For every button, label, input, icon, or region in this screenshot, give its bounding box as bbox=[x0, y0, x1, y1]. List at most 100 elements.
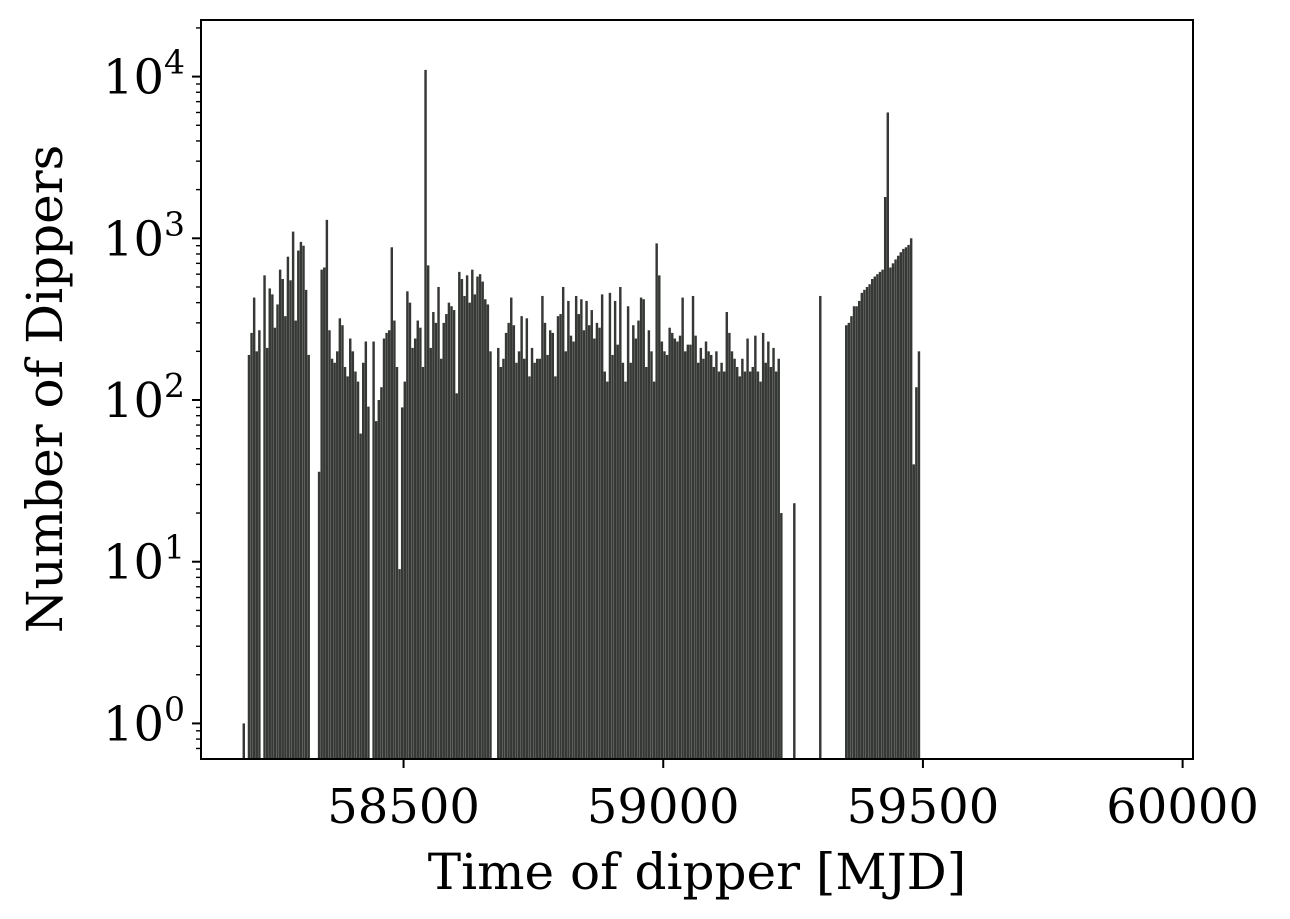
histogram-bar bbox=[289, 280, 292, 759]
histogram-bar bbox=[559, 314, 562, 759]
histogram-bar bbox=[845, 325, 848, 759]
histogram-bar bbox=[541, 295, 544, 759]
histogram-bar bbox=[346, 376, 349, 759]
histogram-bar bbox=[689, 344, 692, 759]
histogram-bar bbox=[556, 316, 560, 759]
histogram-bar bbox=[499, 367, 503, 759]
histogram-bar bbox=[336, 351, 339, 759]
histogram-bar bbox=[647, 330, 651, 759]
histogram-bar bbox=[478, 274, 482, 759]
x-tick-label: 58500 bbox=[327, 779, 480, 835]
histogram-bar bbox=[320, 269, 323, 759]
histogram-bar bbox=[463, 295, 466, 759]
histogram-bar bbox=[577, 314, 580, 759]
histogram-bar bbox=[697, 362, 700, 759]
histogram-bar bbox=[307, 354, 310, 759]
histogram-bar bbox=[899, 252, 903, 760]
plot-frame bbox=[200, 19, 1194, 760]
histogram-bar bbox=[328, 330, 331, 759]
histogram-bar bbox=[465, 275, 469, 759]
histogram-bar bbox=[419, 327, 422, 759]
histogram-bar bbox=[486, 304, 490, 759]
histogram-bar bbox=[273, 327, 277, 759]
histogram-bar bbox=[582, 330, 586, 759]
histogram-bar bbox=[915, 387, 918, 759]
histogram-bar bbox=[860, 292, 864, 759]
histogram-bar bbox=[847, 322, 851, 759]
histogram-bar bbox=[535, 358, 539, 759]
histogram-bar bbox=[387, 330, 391, 759]
histogram-bar bbox=[764, 362, 767, 759]
histogram-bar bbox=[767, 341, 770, 759]
histogram-bar bbox=[652, 381, 656, 759]
histogram-bar bbox=[743, 371, 747, 759]
histogram-bar bbox=[673, 338, 677, 759]
histogram-bar bbox=[738, 376, 741, 759]
histogram-bar bbox=[271, 294, 274, 759]
histogram-bar bbox=[302, 245, 305, 759]
histogram-bar bbox=[907, 244, 910, 760]
histogram-bar bbox=[341, 325, 344, 759]
histogram-bar bbox=[538, 358, 542, 759]
histogram-bar bbox=[325, 219, 329, 760]
histogram-bar bbox=[868, 284, 871, 759]
histogram-bar bbox=[891, 263, 895, 759]
histogram-bar bbox=[354, 371, 357, 759]
histogram-bar bbox=[546, 354, 549, 759]
histogram-bar bbox=[252, 297, 256, 759]
histogram-bar bbox=[398, 569, 401, 759]
histogram-bar bbox=[497, 347, 500, 759]
histogram-bar bbox=[530, 347, 534, 759]
histogram-bar bbox=[746, 338, 749, 759]
histogram-bar bbox=[912, 464, 915, 759]
histogram-bar bbox=[385, 332, 388, 759]
x-tick-label: 60000 bbox=[1106, 779, 1259, 835]
histogram-bar bbox=[709, 354, 713, 759]
histogram-bar bbox=[330, 358, 334, 759]
histogram-bar bbox=[561, 286, 565, 759]
histogram-bar bbox=[777, 358, 780, 759]
histogram-bar bbox=[445, 314, 448, 759]
histogram-bar bbox=[634, 338, 638, 759]
histogram-bar bbox=[780, 513, 783, 759]
histogram-bar bbox=[426, 265, 430, 759]
histogram-bar bbox=[902, 248, 905, 759]
histogram-bar bbox=[587, 325, 591, 759]
histogram-bar bbox=[572, 341, 575, 759]
histogram-bar bbox=[476, 276, 479, 759]
histogram-bar bbox=[793, 503, 796, 759]
histogram-bar bbox=[525, 318, 529, 759]
histogram-bar bbox=[515, 362, 518, 759]
histogram-bar bbox=[429, 347, 432, 759]
histogram-bar bbox=[598, 327, 601, 759]
histogram-bar bbox=[458, 271, 461, 759]
histogram-bar bbox=[349, 338, 352, 759]
histogram-bar bbox=[676, 341, 679, 759]
histogram-bar bbox=[294, 320, 297, 759]
histogram-bar bbox=[637, 320, 640, 759]
histogram-bar bbox=[569, 335, 573, 759]
histogram-bar bbox=[658, 275, 661, 759]
histogram-bar bbox=[564, 351, 568, 759]
histogram-bar bbox=[748, 371, 752, 759]
histogram-bar bbox=[284, 316, 287, 759]
histogram-bar bbox=[751, 367, 754, 759]
histogram-bar bbox=[450, 306, 453, 759]
histogram-bar bbox=[452, 310, 456, 759]
histogram-bar bbox=[730, 351, 734, 759]
y-tick-label: 100 bbox=[103, 689, 185, 752]
histogram-bar bbox=[447, 302, 451, 759]
histogram-bar bbox=[645, 367, 648, 759]
histogram-bar bbox=[528, 376, 531, 759]
histogram-bar bbox=[517, 351, 521, 759]
histogram-bar bbox=[691, 295, 695, 759]
histogram-bar bbox=[380, 387, 383, 759]
histogram-bar bbox=[896, 255, 900, 760]
y-tick-label: 103 bbox=[103, 204, 185, 267]
histogram-bar bbox=[585, 300, 588, 759]
histogram-bar bbox=[580, 299, 583, 759]
histogram-bar bbox=[489, 351, 492, 759]
histogram-bar bbox=[681, 297, 684, 759]
histogram-bar bbox=[593, 338, 596, 759]
